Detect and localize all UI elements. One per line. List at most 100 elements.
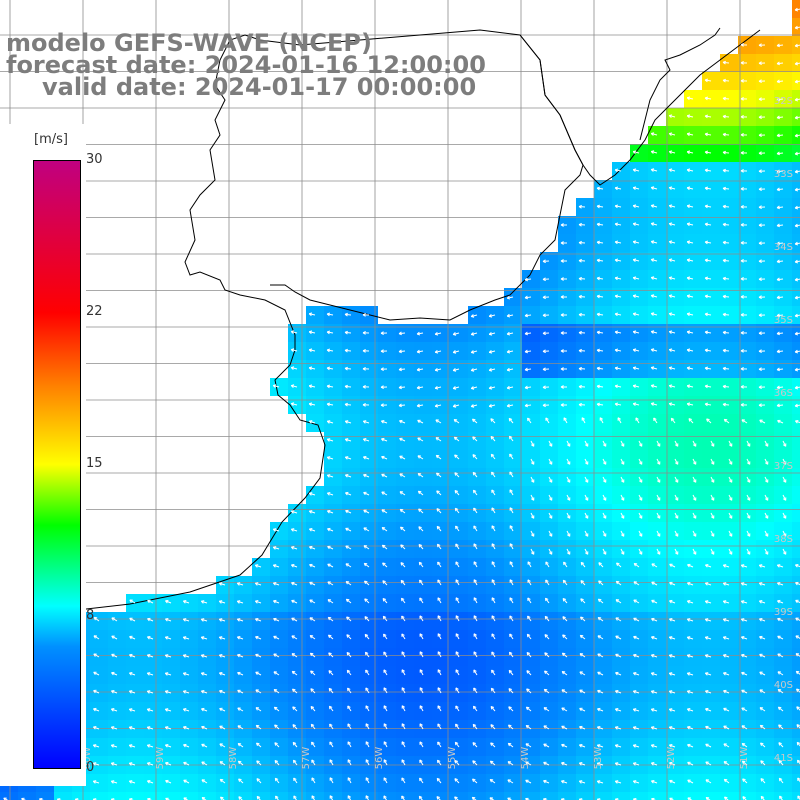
wind-arrow-head: [164, 744, 168, 748]
wind-arrow-head: [705, 726, 708, 730]
wind-arrow-head: [344, 331, 348, 335]
wind-arrow-head: [200, 636, 204, 640]
wind-arrow-head: [794, 279, 799, 282]
wind-arrow-head: [741, 672, 744, 676]
wind-arrow-head: [632, 690, 636, 694]
colorbar-tick-30: 30: [86, 152, 103, 167]
wind-arrow-head: [308, 385, 312, 389]
wind-arrow-head: [740, 242, 744, 245]
latitude-label: 32S: [774, 96, 793, 107]
wind-arrow-head: [254, 564, 258, 568]
wind-arrow-head: [614, 349, 618, 353]
wind-arrow-head: [508, 418, 511, 422]
wind-arrow-head: [651, 563, 654, 567]
wind-arrow-head: [398, 351, 403, 354]
wind-arrow-head: [650, 385, 654, 388]
latitude-labels: 32S 33S 34S 35S 36S 37S 38S 39S 40S 41S: [774, 96, 793, 764]
wind-arrow-head: [686, 115, 690, 119]
wind-arrow-head: [578, 332, 582, 335]
wind-arrow-head: [200, 600, 204, 604]
wind-speed-cell: [792, 486, 800, 504]
wind-arrow-head: [562, 616, 565, 620]
wind-arrow-head: [741, 690, 744, 694]
wind-arrow-head: [128, 726, 132, 730]
wind-arrow-head: [561, 707, 564, 711]
wind-arrow-head: [219, 779, 222, 783]
wind-arrow-head: [506, 297, 511, 300]
wind-arrow-head: [740, 618, 744, 622]
wind-arrow-head: [560, 260, 564, 263]
wind-arrow-head: [507, 743, 510, 747]
colorbar-tick-15: 15: [86, 456, 103, 471]
wind-arrow-head: [381, 509, 384, 513]
wind-arrow-head: [399, 420, 402, 424]
wind-arrow-head: [650, 187, 654, 190]
wind-arrow-head: [596, 241, 600, 245]
wind-speed-cell: [252, 792, 270, 800]
wind-arrow-head: [380, 386, 384, 390]
wind-arrow-head: [128, 690, 132, 694]
longitude-label: 52W: [666, 747, 677, 770]
wind-arrow-head: [416, 351, 421, 354]
wind-arrow-head: [201, 744, 204, 748]
wind-arrow-head: [272, 546, 276, 550]
wind-arrow-head: [110, 780, 114, 784]
wind-arrow-head: [795, 600, 798, 604]
wind-arrow-head: [562, 598, 565, 602]
wind-arrow-head: [506, 351, 511, 354]
wind-arrow-head: [596, 744, 600, 748]
wind-speed-cell: [630, 792, 648, 800]
wind-arrow-head: [686, 169, 690, 173]
wind-arrow-head: [688, 418, 691, 422]
wind-arrow-head: [632, 241, 636, 244]
wind-arrow-head: [795, 617, 798, 621]
wind-arrow-head: [723, 672, 726, 676]
wind-arrow-head: [201, 726, 204, 730]
wind-arrow-head: [436, 796, 439, 800]
wind-arrow-head: [597, 672, 600, 676]
wind-arrow-head: [740, 314, 744, 317]
wind-arrow-head: [614, 726, 618, 730]
wind-arrow-head: [472, 742, 475, 746]
wind-arrow-head: [650, 277, 654, 280]
wind-arrow-head: [794, 171, 799, 174]
wind-arrow-head: [614, 708, 618, 712]
wind-arrow-head: [686, 403, 690, 407]
wind-arrow-head: [633, 599, 636, 603]
wind-speed-cell: [180, 792, 198, 800]
wind-arrow-head: [453, 351, 457, 354]
wind-arrow-head: [777, 420, 780, 424]
wind-arrow-head: [686, 187, 690, 191]
wind-arrow-head: [400, 544, 403, 548]
wind-arrow-head: [201, 708, 204, 712]
longitude-label: 55W: [447, 747, 458, 770]
wind-arrow-head: [776, 99, 781, 102]
wind-arrow-head: [758, 582, 762, 586]
wind-arrow-head: [723, 419, 726, 423]
wind-arrow-head: [651, 618, 654, 622]
wind-arrow-head: [776, 135, 781, 138]
wind-arrow-head: [453, 405, 457, 408]
wind-arrow-head: [399, 455, 402, 459]
wind-arrow-head: [777, 671, 780, 675]
wind-arrow-head: [614, 331, 618, 335]
wind-arrow-head: [254, 600, 258, 604]
wind-arrow-head: [759, 419, 762, 423]
wind-arrow-head: [742, 796, 745, 800]
wind-speed-cell: [72, 792, 90, 800]
wind-arrow-head: [344, 474, 348, 478]
wind-arrow-head: [93, 671, 96, 676]
wind-arrow-head: [668, 636, 672, 640]
wind-arrow-head: [704, 241, 708, 245]
wind-arrow-head: [542, 368, 546, 372]
wind-arrow-head: [650, 744, 654, 748]
wind-arrow-head: [218, 582, 222, 586]
wind-speed-cell: [792, 792, 800, 800]
wind-arrow-head: [326, 456, 330, 460]
wind-arrow-head: [740, 636, 744, 640]
wind-arrow-head: [758, 170, 762, 174]
wind-arrow-head: [759, 725, 762, 729]
wind-arrow-head: [614, 367, 618, 371]
wind-arrow-head: [561, 652, 564, 657]
wind-arrow-head: [578, 404, 582, 407]
